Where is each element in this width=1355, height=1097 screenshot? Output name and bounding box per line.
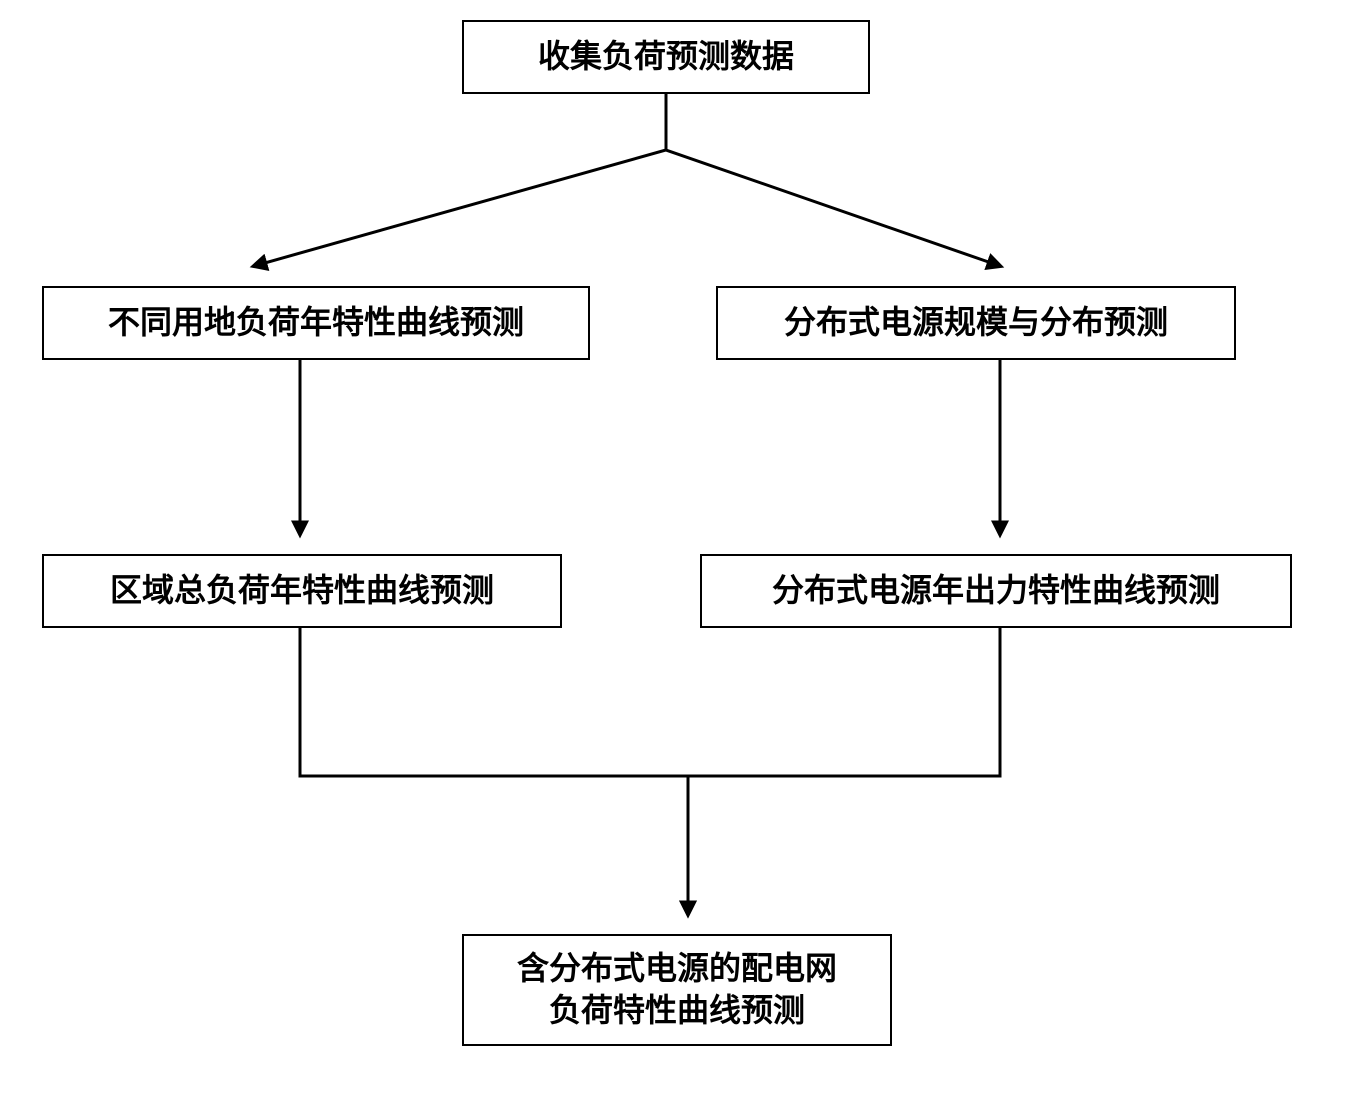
flow-node-left2: 区域总负荷年特性曲线预测 xyxy=(42,554,562,628)
flow-node-right1: 分布式电源规模与分布预测 xyxy=(716,286,1236,360)
flow-edge xyxy=(254,94,666,266)
node-label: 含分布式电源的配电网负荷特性曲线预测 xyxy=(517,948,837,1031)
node-label: 收集负荷预测数据 xyxy=(538,36,794,78)
node-label: 分布式电源年出力特性曲线预测 xyxy=(772,570,1220,612)
flow-node-top: 收集负荷预测数据 xyxy=(462,20,870,94)
node-label: 区域总负荷年特性曲线预测 xyxy=(110,570,494,612)
flow-edge xyxy=(300,628,688,914)
flow-node-right2: 分布式电源年出力特性曲线预测 xyxy=(700,554,1292,628)
node-label: 不同用地负荷年特性曲线预测 xyxy=(108,302,524,344)
flow-node-bottom: 含分布式电源的配电网负荷特性曲线预测 xyxy=(462,934,892,1046)
flow-edge xyxy=(666,94,1000,266)
flow-edge xyxy=(688,628,1000,914)
flow-node-left1: 不同用地负荷年特性曲线预测 xyxy=(42,286,590,360)
flowchart-edges xyxy=(0,0,1355,1097)
node-label: 分布式电源规模与分布预测 xyxy=(784,302,1168,344)
